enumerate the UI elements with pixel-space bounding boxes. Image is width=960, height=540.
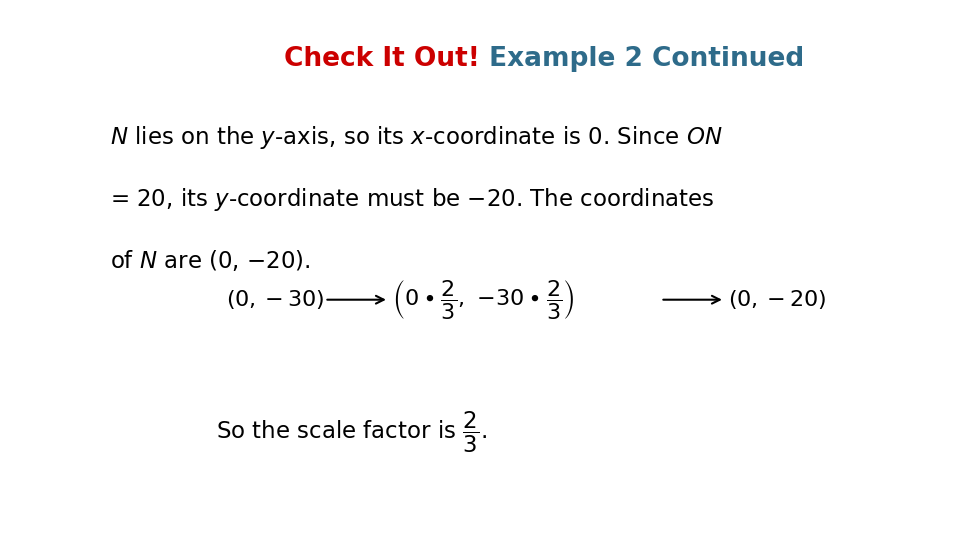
Text: $(0, -20)$: $(0, -20)$ — [728, 288, 827, 311]
Text: of $\mathit{N}$ are (0, −20).: of $\mathit{N}$ are (0, −20). — [110, 248, 311, 273]
Text: = 20, its $\mathit{y}$-coordinate must be −20. The coordinates: = 20, its $\mathit{y}$-coordinate must b… — [110, 186, 715, 213]
Text: $(0, -30)$: $(0, -30)$ — [226, 288, 324, 311]
Text: $\left(0 \bullet \dfrac{2}{3},\ {-30} \bullet \dfrac{2}{3}\right)$: $\left(0 \bullet \dfrac{2}{3},\ {-30} \b… — [392, 278, 574, 321]
Text: So the scale factor is $\dfrac{2}{3}.$: So the scale factor is $\dfrac{2}{3}.$ — [216, 409, 487, 455]
Text: Check It Out!: Check It Out! — [284, 46, 480, 72]
Text: $\mathit{N}$ lies on the $\mathit{y}$-axis, so its $\mathit{x}$-coordinate is 0.: $\mathit{N}$ lies on the $\mathit{y}$-ax… — [110, 124, 723, 151]
Text: Example 2 Continued: Example 2 Continued — [480, 46, 804, 72]
